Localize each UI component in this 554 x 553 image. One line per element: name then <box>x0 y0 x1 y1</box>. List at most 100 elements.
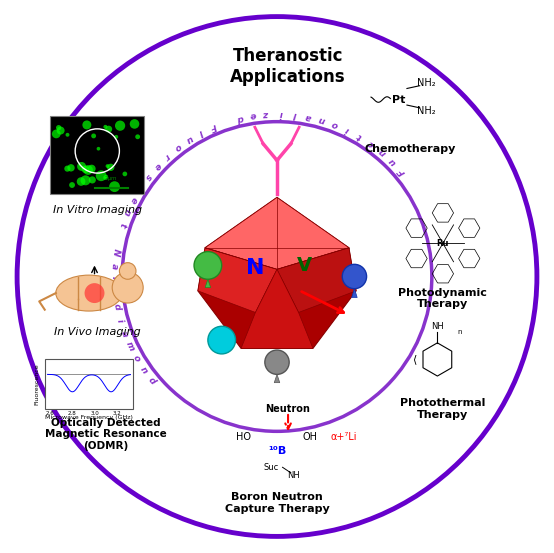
FancyBboxPatch shape <box>50 116 144 194</box>
Text: Pt: Pt <box>392 95 406 105</box>
Circle shape <box>57 127 65 134</box>
Circle shape <box>96 147 100 150</box>
Polygon shape <box>277 248 356 312</box>
Text: e: e <box>127 195 138 205</box>
Text: i: i <box>279 109 283 118</box>
Circle shape <box>89 176 96 184</box>
Circle shape <box>77 177 85 186</box>
Circle shape <box>85 283 105 303</box>
Text: e: e <box>249 110 257 120</box>
Text: m: m <box>124 340 136 353</box>
Polygon shape <box>198 197 356 348</box>
Text: u: u <box>387 156 398 167</box>
Circle shape <box>265 350 289 374</box>
Text: n: n <box>122 207 132 217</box>
Text: d: d <box>235 113 244 123</box>
Text: HO: HO <box>237 432 252 442</box>
Text: 3.2: 3.2 <box>112 410 121 416</box>
Circle shape <box>112 272 143 303</box>
Text: u: u <box>184 134 194 145</box>
Text: n: n <box>457 329 461 335</box>
Text: a: a <box>305 111 312 122</box>
Circle shape <box>80 175 90 185</box>
Circle shape <box>56 125 61 131</box>
Circle shape <box>114 135 118 139</box>
Text: 2.6: 2.6 <box>46 410 55 416</box>
Text: ⟨: ⟨ <box>413 354 417 364</box>
Text: d: d <box>146 376 157 387</box>
Text: Microwave Frequency (GHz): Microwave Frequency (GHz) <box>45 415 133 420</box>
Text: a: a <box>119 329 130 338</box>
Circle shape <box>194 252 222 279</box>
Circle shape <box>107 164 115 171</box>
Text: NH: NH <box>287 471 300 480</box>
Text: N: N <box>111 248 121 257</box>
Text: z: z <box>264 109 270 118</box>
Circle shape <box>52 129 60 138</box>
Text: Photothermal
Therapy: Photothermal Therapy <box>400 398 486 420</box>
Polygon shape <box>274 374 280 383</box>
Circle shape <box>122 171 127 176</box>
Circle shape <box>135 134 140 139</box>
Text: a: a <box>110 262 119 269</box>
Text: Fluorescence: Fluorescence <box>34 363 39 405</box>
Circle shape <box>64 165 70 172</box>
Text: Ru: Ru <box>437 239 449 248</box>
Circle shape <box>106 164 109 168</box>
Text: In Vivo Imaging: In Vivo Imaging <box>54 327 141 337</box>
Text: o: o <box>172 142 183 153</box>
Text: e: e <box>152 160 162 171</box>
Text: F: F <box>397 166 407 177</box>
Text: ¹⁰B: ¹⁰B <box>268 446 286 456</box>
Text: OH: OH <box>302 432 317 442</box>
Circle shape <box>103 175 107 180</box>
Text: r: r <box>162 152 172 161</box>
Text: l: l <box>293 109 297 119</box>
FancyBboxPatch shape <box>45 359 133 409</box>
Text: d: d <box>112 303 122 311</box>
Circle shape <box>130 119 139 129</box>
Circle shape <box>83 165 93 175</box>
Circle shape <box>104 125 107 129</box>
Text: 2μm: 2μm <box>105 176 117 181</box>
Text: c: c <box>135 183 145 192</box>
Text: NH: NH <box>431 322 444 331</box>
Text: In Vitro Imaging: In Vitro Imaging <box>53 205 142 215</box>
Polygon shape <box>198 248 277 312</box>
Text: Neutron: Neutron <box>265 404 310 414</box>
Circle shape <box>96 170 106 181</box>
Text: 3.0: 3.0 <box>90 410 99 416</box>
Circle shape <box>105 126 112 133</box>
Text: o: o <box>131 354 141 364</box>
Circle shape <box>83 121 91 129</box>
Text: Theranostic
Applications: Theranostic Applications <box>230 47 346 86</box>
Ellipse shape <box>56 275 122 311</box>
Text: Suc: Suc <box>264 463 279 472</box>
Text: Boron Neutron
Capture Therapy: Boron Neutron Capture Therapy <box>224 492 330 514</box>
Text: t: t <box>117 222 127 228</box>
Circle shape <box>120 263 136 279</box>
Text: o: o <box>110 290 120 297</box>
Text: o: o <box>331 119 340 129</box>
Text: NH₂: NH₂ <box>417 106 435 116</box>
Text: s: s <box>143 171 153 181</box>
Circle shape <box>69 182 75 188</box>
Text: Optically Detected
Magnetic Resonance
(ODMR): Optically Detected Magnetic Resonance (O… <box>45 418 166 451</box>
Text: c: c <box>367 138 376 149</box>
Text: i: i <box>115 318 125 324</box>
Text: n: n <box>377 147 388 158</box>
Circle shape <box>88 165 96 173</box>
Circle shape <box>109 181 120 192</box>
Polygon shape <box>241 269 313 348</box>
Circle shape <box>104 175 108 179</box>
Text: Photodynamic
Therapy: Photodynamic Therapy <box>398 288 488 310</box>
Circle shape <box>342 264 367 289</box>
Text: n: n <box>138 365 149 375</box>
Text: α+⁷Li: α+⁷Li <box>330 432 357 442</box>
Text: 2.8: 2.8 <box>68 410 77 416</box>
Circle shape <box>65 133 69 137</box>
Text: N: N <box>245 258 264 278</box>
Circle shape <box>68 164 75 171</box>
Text: i: i <box>345 125 351 134</box>
Circle shape <box>208 326 235 354</box>
